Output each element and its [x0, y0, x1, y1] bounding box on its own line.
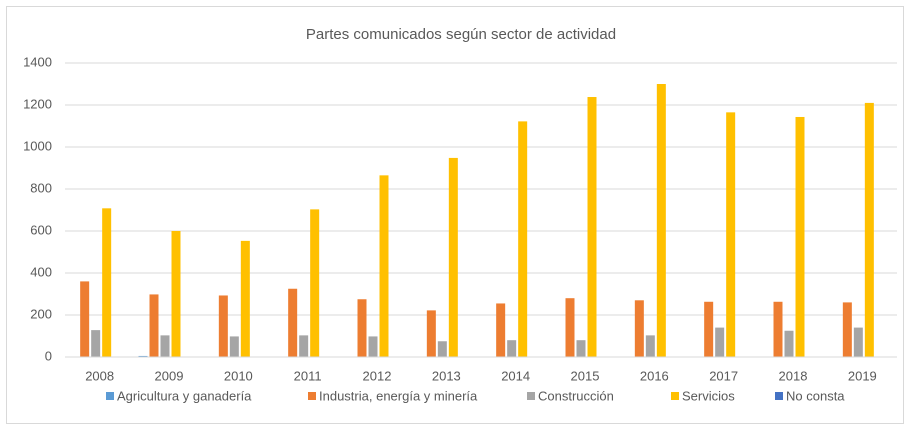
bar: [80, 281, 90, 357]
x-tick-label: 2017: [709, 368, 738, 383]
bar: [853, 327, 863, 357]
bar: [507, 340, 517, 357]
legend-swatch: [308, 392, 316, 400]
bar: [437, 341, 447, 357]
bar: [229, 336, 239, 357]
y-tick-label: 1000: [23, 138, 52, 153]
bar: [160, 335, 170, 357]
y-tick-label: 400: [30, 264, 52, 279]
bar: [565, 298, 575, 357]
legend-label: Agricultura y ganadería: [117, 388, 252, 403]
legend-label: Servicios: [682, 388, 735, 403]
chart-title: Partes comunicados según sector de activ…: [306, 26, 616, 43]
bar: [288, 288, 298, 357]
bar: [773, 301, 783, 357]
bar: [310, 209, 320, 357]
x-tick-label: 2016: [640, 368, 669, 383]
x-tick-label: 2014: [501, 368, 530, 383]
y-tick-label: 600: [30, 222, 52, 237]
bar: [496, 303, 506, 357]
y-tick-label: 800: [30, 180, 52, 195]
x-tick-label: 2015: [571, 368, 600, 383]
bar: [357, 299, 367, 357]
bar: [240, 240, 250, 357]
bar: [299, 335, 309, 357]
bar: [656, 84, 666, 357]
legend-swatch: [775, 392, 783, 400]
bar: [576, 340, 586, 357]
x-tick-label: 2008: [85, 368, 114, 383]
legend-label: Construcción: [538, 388, 614, 403]
legend-swatch: [106, 392, 114, 400]
bar: [91, 330, 101, 357]
x-tick-label: 2009: [155, 368, 184, 383]
bar: [218, 295, 228, 357]
bar: [171, 231, 181, 357]
legend-label: Industria, energía y minería: [319, 388, 478, 403]
y-tick-label: 200: [30, 306, 52, 321]
y-tick-label: 1200: [23, 96, 52, 111]
bar: [864, 102, 874, 358]
x-tick-label: 2010: [224, 368, 253, 383]
bar: [842, 302, 852, 357]
x-tick-label: 2013: [432, 368, 461, 383]
x-tick-label: 2011: [294, 368, 322, 383]
bar: [426, 310, 436, 357]
bar: [518, 121, 528, 357]
x-tick-label: 2012: [363, 368, 392, 383]
bar: [634, 300, 644, 357]
bar: [149, 294, 159, 357]
legend-swatch: [671, 392, 679, 400]
bar: [795, 116, 805, 357]
legend-label: No consta: [786, 388, 845, 403]
bar: [645, 335, 655, 357]
y-tick-label: 1400: [23, 54, 52, 69]
bar: [102, 208, 112, 357]
bar: [784, 330, 794, 357]
bar: [368, 336, 378, 357]
bar: [379, 175, 389, 357]
x-tick-label: 2018: [779, 368, 808, 383]
bar: [448, 157, 458, 357]
bar: [587, 97, 597, 358]
bar: [715, 327, 725, 357]
bar: [138, 355, 148, 357]
bar: [726, 112, 736, 357]
bar: [704, 301, 714, 357]
y-tick-label: 0: [45, 348, 52, 363]
x-tick-label: 2019: [848, 368, 877, 383]
legend-swatch: [527, 392, 535, 400]
